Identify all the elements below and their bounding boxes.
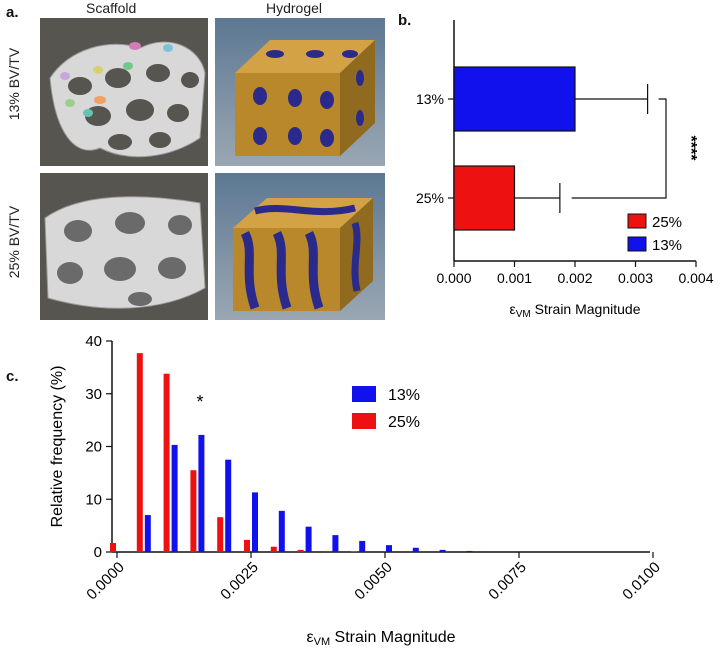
panel-b-letter: b. <box>398 12 412 29</box>
bar-13-0.0005 <box>144 515 151 552</box>
x-tick-label: 0.002 <box>557 270 592 286</box>
y-tick-label: 0 <box>94 544 102 561</box>
hydrogel-block-shape <box>235 40 375 156</box>
x-tick-label: 0.0050 <box>351 559 395 603</box>
x-axis-title: εVM Strain Magnitude <box>306 629 455 648</box>
bar-25-0.0010 <box>163 373 170 552</box>
hydrogel-25-image <box>215 173 385 320</box>
bar-25% <box>453 165 516 231</box>
legend-label: 25% <box>652 214 682 231</box>
bar-13-0.0010 <box>171 444 178 552</box>
column-header-scaffold: Scaffold <box>86 0 137 16</box>
y-axis-title: Relative frequency (%) <box>49 366 66 528</box>
x-tick-label: 0.0075 <box>485 559 529 603</box>
y-tick-label: 30 <box>85 386 102 403</box>
legend-swatch <box>627 236 647 252</box>
scaffold-13-image <box>40 18 208 166</box>
row-header-25: 25% BV/TV <box>6 205 22 279</box>
legend-label: 13% <box>388 387 420 404</box>
bar-25-0.0015 <box>190 470 197 552</box>
scaffold-lattice-shape <box>49 41 206 158</box>
x-axis-title: εVM Strain Magnitude <box>510 301 641 320</box>
x-tick-label: 0.000 <box>436 270 471 286</box>
legend-swatch <box>352 386 376 402</box>
bar-13-0.0055 <box>412 547 419 552</box>
x-tick-label: 0.0100 <box>619 559 663 603</box>
column-header-hydrogel: Hydrogel <box>266 0 323 16</box>
x-tick-label: 0.0000 <box>83 559 127 603</box>
bar-25-0.0045 <box>351 551 358 552</box>
bar-25-0.0005 <box>136 353 143 552</box>
bar-13-0.0065 <box>466 550 473 552</box>
x-tick-label: 0.0025 <box>217 559 261 603</box>
bar-25-0.0030 <box>270 546 277 552</box>
bar-13-0.0030 <box>278 510 285 552</box>
bar-13-0.0020 <box>225 459 232 552</box>
bar-25-0.0040 <box>324 550 331 552</box>
hydrogel-13-image <box>215 18 385 166</box>
legend-label: 13% <box>652 237 682 254</box>
significance-bracket <box>571 98 667 199</box>
row-header-13: 13% BV/TV <box>6 47 22 121</box>
bar-25-0.0020 <box>217 517 224 552</box>
legend-swatch <box>352 413 376 429</box>
legend-label: 25% <box>388 414 420 431</box>
significance-stars: **** <box>682 136 699 162</box>
bar-13-0.0060 <box>439 549 446 552</box>
bar-13-0.0045 <box>359 540 366 552</box>
panel-a-letter: a. <box>6 4 19 21</box>
x-tick-label: 0.004 <box>678 270 713 286</box>
bar-25-0.0025 <box>244 539 250 552</box>
bar-13-0.0050 <box>386 545 392 552</box>
x-tick-label: 0.003 <box>618 270 653 286</box>
frequency-histogram: 0 10 20 30 40 0.0000 0.0025 0.0050 0.0075 0.0100 *… <box>49 333 664 648</box>
y-tick-label: 40 <box>85 333 102 350</box>
bar-13-0.0025 <box>252 492 258 552</box>
strain-bar-chart: 0.000 0.001 0.002 0.003 0.004 13% 25% **** 25% 13… <box>416 20 714 320</box>
panel-c-letter: c. <box>6 368 19 385</box>
bar-25-0.0000 <box>110 543 116 552</box>
category-label: 25% <box>416 190 444 206</box>
bar-13-0.0015 <box>198 434 205 552</box>
scaffold-25-image <box>40 173 208 320</box>
y-tick-label: 10 <box>85 491 102 508</box>
y-tick-label: 20 <box>85 439 102 456</box>
x-tick-label: 0.001 <box>497 270 532 286</box>
significance-star: * <box>196 392 203 412</box>
bar-13-0.0040 <box>332 535 339 552</box>
bar-13% <box>453 66 576 132</box>
hydrogel-block-shape <box>233 198 373 311</box>
scaffold-lattice-shape <box>44 196 206 309</box>
bar-13-0.0035 <box>305 526 312 552</box>
legend-swatch <box>627 213 647 229</box>
category-label: 13% <box>416 91 444 107</box>
bar-25-0.0035 <box>297 549 304 552</box>
